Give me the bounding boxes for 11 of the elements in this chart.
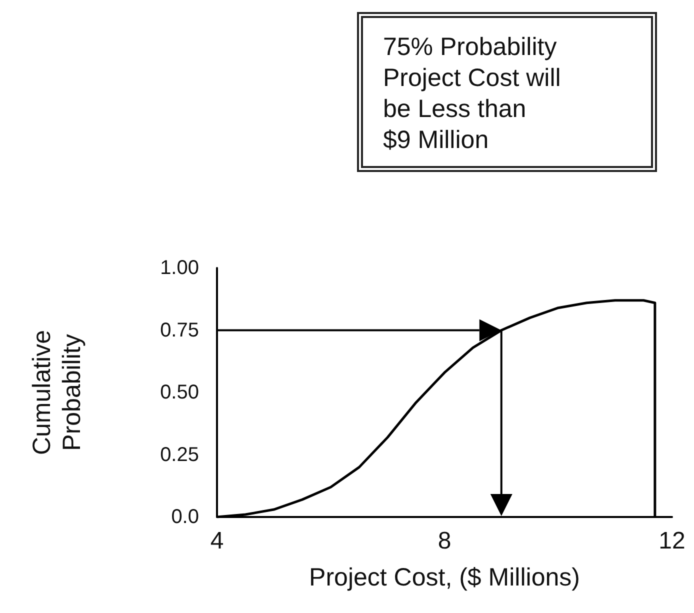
y-tick-label: 0.75 xyxy=(160,319,199,342)
y-axis-title: Cumulative Probability xyxy=(28,330,86,456)
y-tick-label: 0.0 xyxy=(171,506,199,528)
x-tick-label: 4 xyxy=(210,528,224,554)
x-tick-label: 12 xyxy=(658,528,686,554)
text: 75% Probability Project Cost will be Less than $9 Million xyxy=(357,12,657,172)
x-tick-label: 8 xyxy=(438,528,452,554)
y-tick-label: 0.50 xyxy=(160,382,199,404)
y-tick-label: 1.00 xyxy=(160,257,199,279)
x-axis-title: Project Cost, ($ Millions) xyxy=(309,564,580,592)
y-tick-label: 0.25 xyxy=(160,444,199,466)
